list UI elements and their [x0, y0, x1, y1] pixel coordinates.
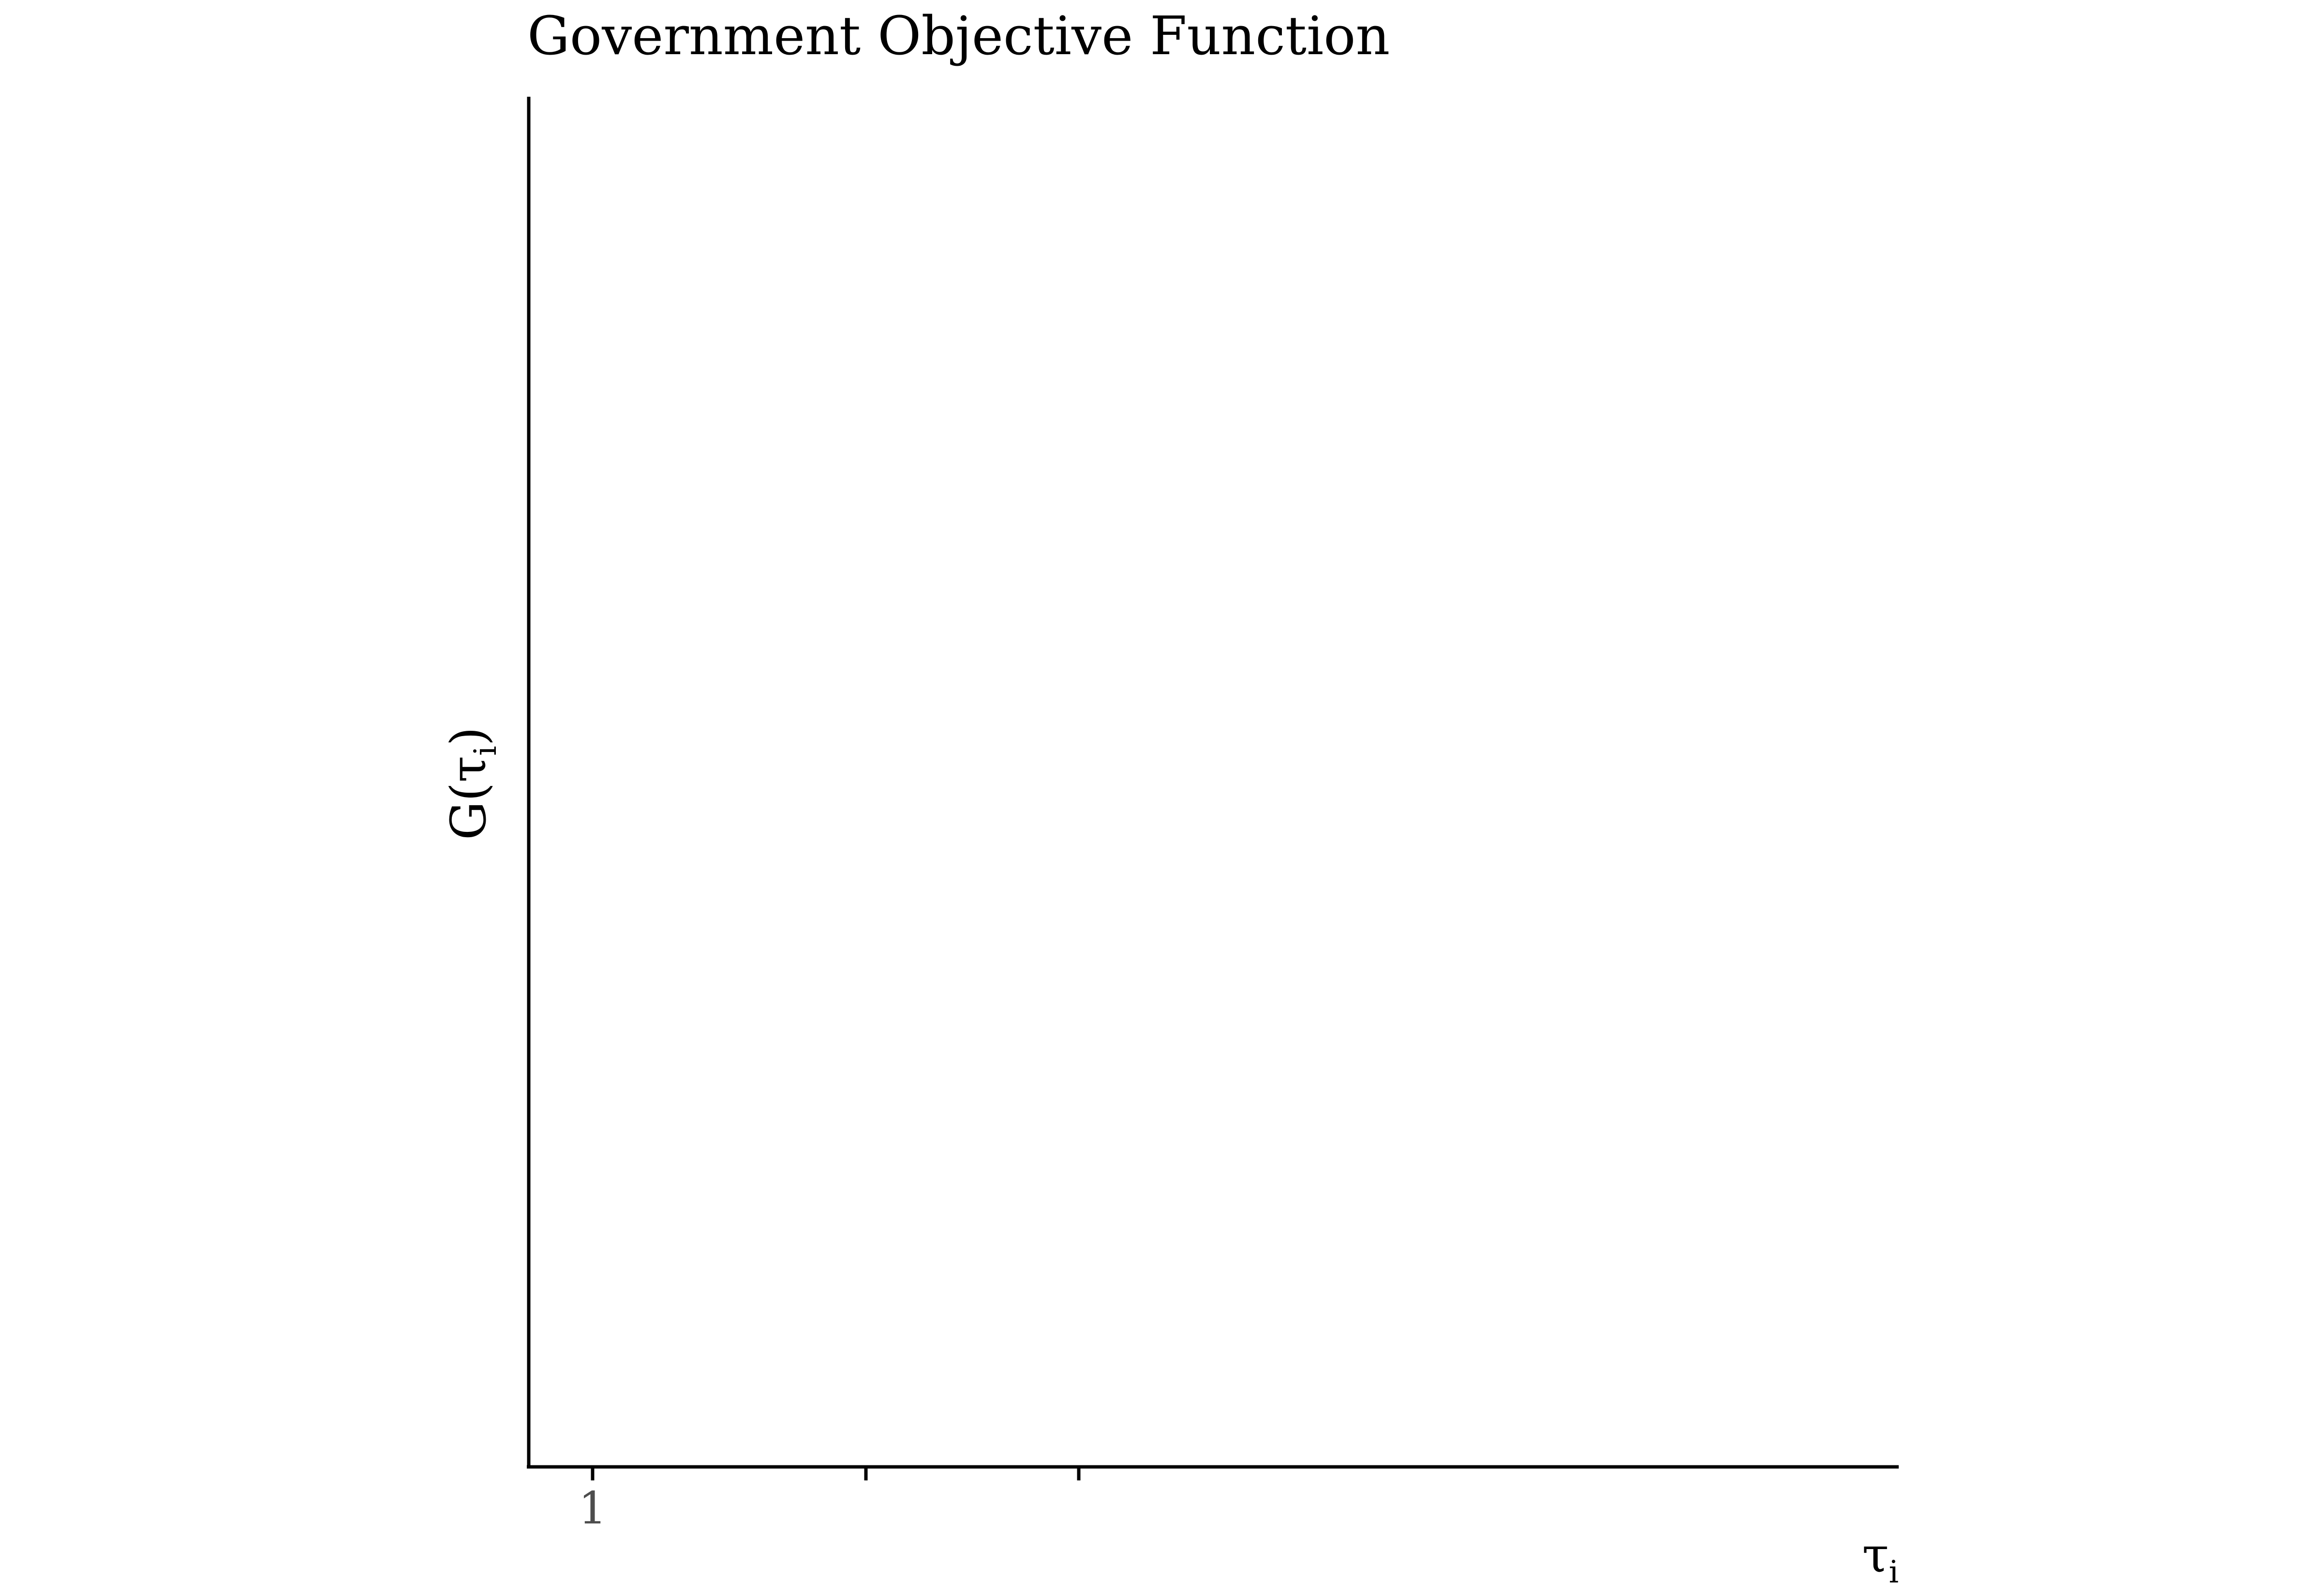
- y-axis-label-symbol: τ: [440, 756, 497, 783]
- y-axis-label-base: G(: [440, 783, 497, 840]
- x-axis-label: τi: [1862, 1527, 1899, 1590]
- y-axis-label-close: ): [440, 727, 497, 746]
- chart-title: Government Objective Function: [527, 5, 1390, 67]
- y-axis-label-subscript: i: [468, 746, 504, 755]
- x-axis-ticks: 1: [579, 1467, 1081, 1534]
- y-axis-label: G(τi): [440, 727, 504, 840]
- x-axis-label-symbol: τ: [1862, 1527, 1889, 1583]
- x-axis-label-subscript: i: [1889, 1554, 1899, 1590]
- x-tick-label: 1: [579, 1482, 607, 1534]
